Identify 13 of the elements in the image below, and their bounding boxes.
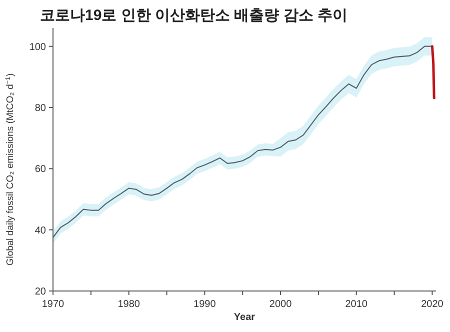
x-tick-label: 1980	[118, 299, 140, 310]
y-tick-label: 100	[29, 42, 46, 53]
chart-title: 코로나19로 인한 이산화탄소 배출량 감소 추이	[40, 7, 348, 24]
y-tick-label: 20	[34, 286, 46, 298]
x-tick-label: 2010	[345, 299, 368, 310]
x-tick-label: 2000	[269, 299, 292, 310]
x-tick-label: 1990	[194, 299, 216, 310]
y-tick-label: 80	[34, 103, 46, 114]
x-tick-label: 1970	[42, 299, 65, 310]
y-tick-label: 40	[34, 225, 46, 236]
y-tick-label: 60	[34, 164, 46, 176]
x-axis-title: Year	[234, 312, 256, 323]
x-tick-label: 2020	[421, 299, 444, 310]
